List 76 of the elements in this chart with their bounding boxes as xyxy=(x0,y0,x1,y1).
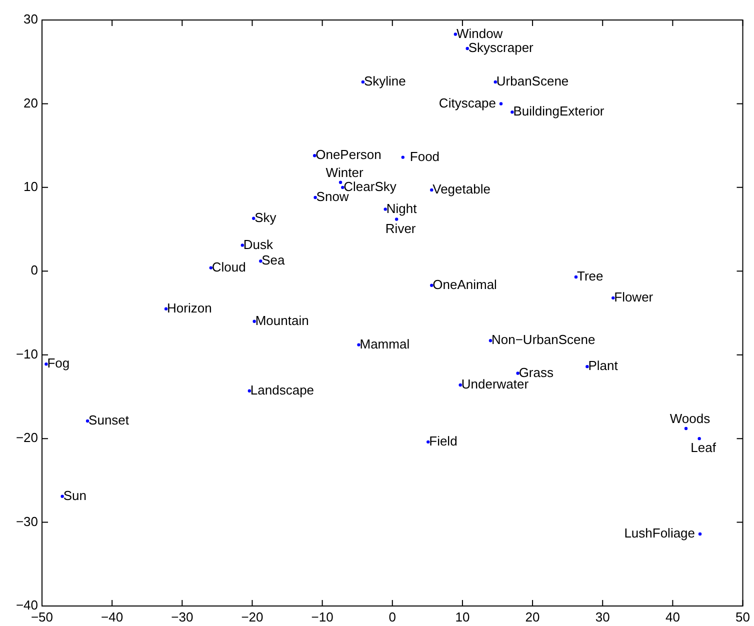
point xyxy=(426,440,430,444)
point xyxy=(252,320,256,323)
data-label: Flower xyxy=(614,290,654,305)
point xyxy=(44,362,48,366)
point xyxy=(164,307,168,310)
data-label: Dusk xyxy=(243,236,274,252)
point xyxy=(338,180,342,184)
x-tick-label: −20 xyxy=(241,609,264,624)
data-label: UrbanScene xyxy=(496,74,569,89)
point xyxy=(516,372,520,375)
point xyxy=(698,532,702,536)
point xyxy=(698,436,701,440)
data-label: Sun xyxy=(63,488,86,503)
data-label: Tree xyxy=(576,268,604,284)
y-tick-label: −20 xyxy=(16,430,38,446)
data-label: Food xyxy=(410,148,440,164)
data-label: LushFoliage xyxy=(624,526,696,541)
x-tick-label: 10 xyxy=(455,609,470,624)
point xyxy=(684,426,688,430)
point xyxy=(466,46,469,50)
data-label: ClearSky xyxy=(344,179,397,194)
data-label: Cloud xyxy=(212,259,246,274)
y-tick-label: 20 xyxy=(24,95,38,110)
x-tick-label: −40 xyxy=(101,609,124,624)
data-label: OneAnimal xyxy=(432,276,498,292)
point xyxy=(458,383,462,387)
point xyxy=(314,196,317,200)
data-label: Fog xyxy=(47,356,70,371)
x-tick-label: 50 xyxy=(736,609,750,624)
data-label: River xyxy=(385,220,416,236)
data-label: Field xyxy=(429,434,458,448)
point xyxy=(499,102,503,106)
data-label: Leaf xyxy=(690,440,716,456)
point xyxy=(586,364,589,368)
data-label: Horizon xyxy=(167,300,212,316)
data-label: Landscape xyxy=(250,382,314,398)
data-label: Sunset xyxy=(88,412,130,428)
y-tick-label: 0 xyxy=(30,262,38,278)
point xyxy=(209,266,212,270)
data-label: Non−UrbanScene xyxy=(491,332,596,348)
data-label: Window xyxy=(456,26,504,41)
data-label: Night xyxy=(386,200,418,216)
data-label: BuildingExterior xyxy=(513,104,605,119)
data-label: Woods xyxy=(670,411,711,426)
point xyxy=(248,389,252,392)
y-tick-label: 30 xyxy=(24,12,38,27)
data-label: Vegetable xyxy=(432,182,490,197)
x-tick-label: −30 xyxy=(171,609,194,624)
point xyxy=(394,218,398,221)
x-tick-label: −10 xyxy=(311,609,334,624)
point xyxy=(510,110,514,114)
x-tick-label: 0 xyxy=(388,609,396,624)
point xyxy=(612,296,615,300)
data-label: Sky xyxy=(254,210,277,225)
point xyxy=(494,80,497,84)
data-label: OnePerson xyxy=(316,147,382,162)
x-tick-label: 30 xyxy=(595,609,610,624)
point xyxy=(60,494,64,498)
point xyxy=(384,208,387,211)
point xyxy=(357,343,360,346)
x-tick-label: 20 xyxy=(525,609,540,624)
y-tick-label: 10 xyxy=(24,179,38,194)
data-label: Mountain xyxy=(255,312,309,328)
data-label: Skyline xyxy=(364,74,406,89)
point xyxy=(488,339,492,342)
data-label: Mammal xyxy=(360,336,410,352)
data-label: Plant xyxy=(588,358,618,374)
data-label: Cityscape xyxy=(438,95,496,110)
data-label: Skyscraper xyxy=(468,40,534,56)
y-tick-label: −30 xyxy=(16,514,38,529)
point xyxy=(401,156,404,159)
x-tick-label: 40 xyxy=(665,609,680,624)
data-label: Winter xyxy=(326,164,364,180)
data-label: Sea xyxy=(262,252,286,268)
y-tick-label: −10 xyxy=(16,346,38,362)
point xyxy=(240,244,244,247)
